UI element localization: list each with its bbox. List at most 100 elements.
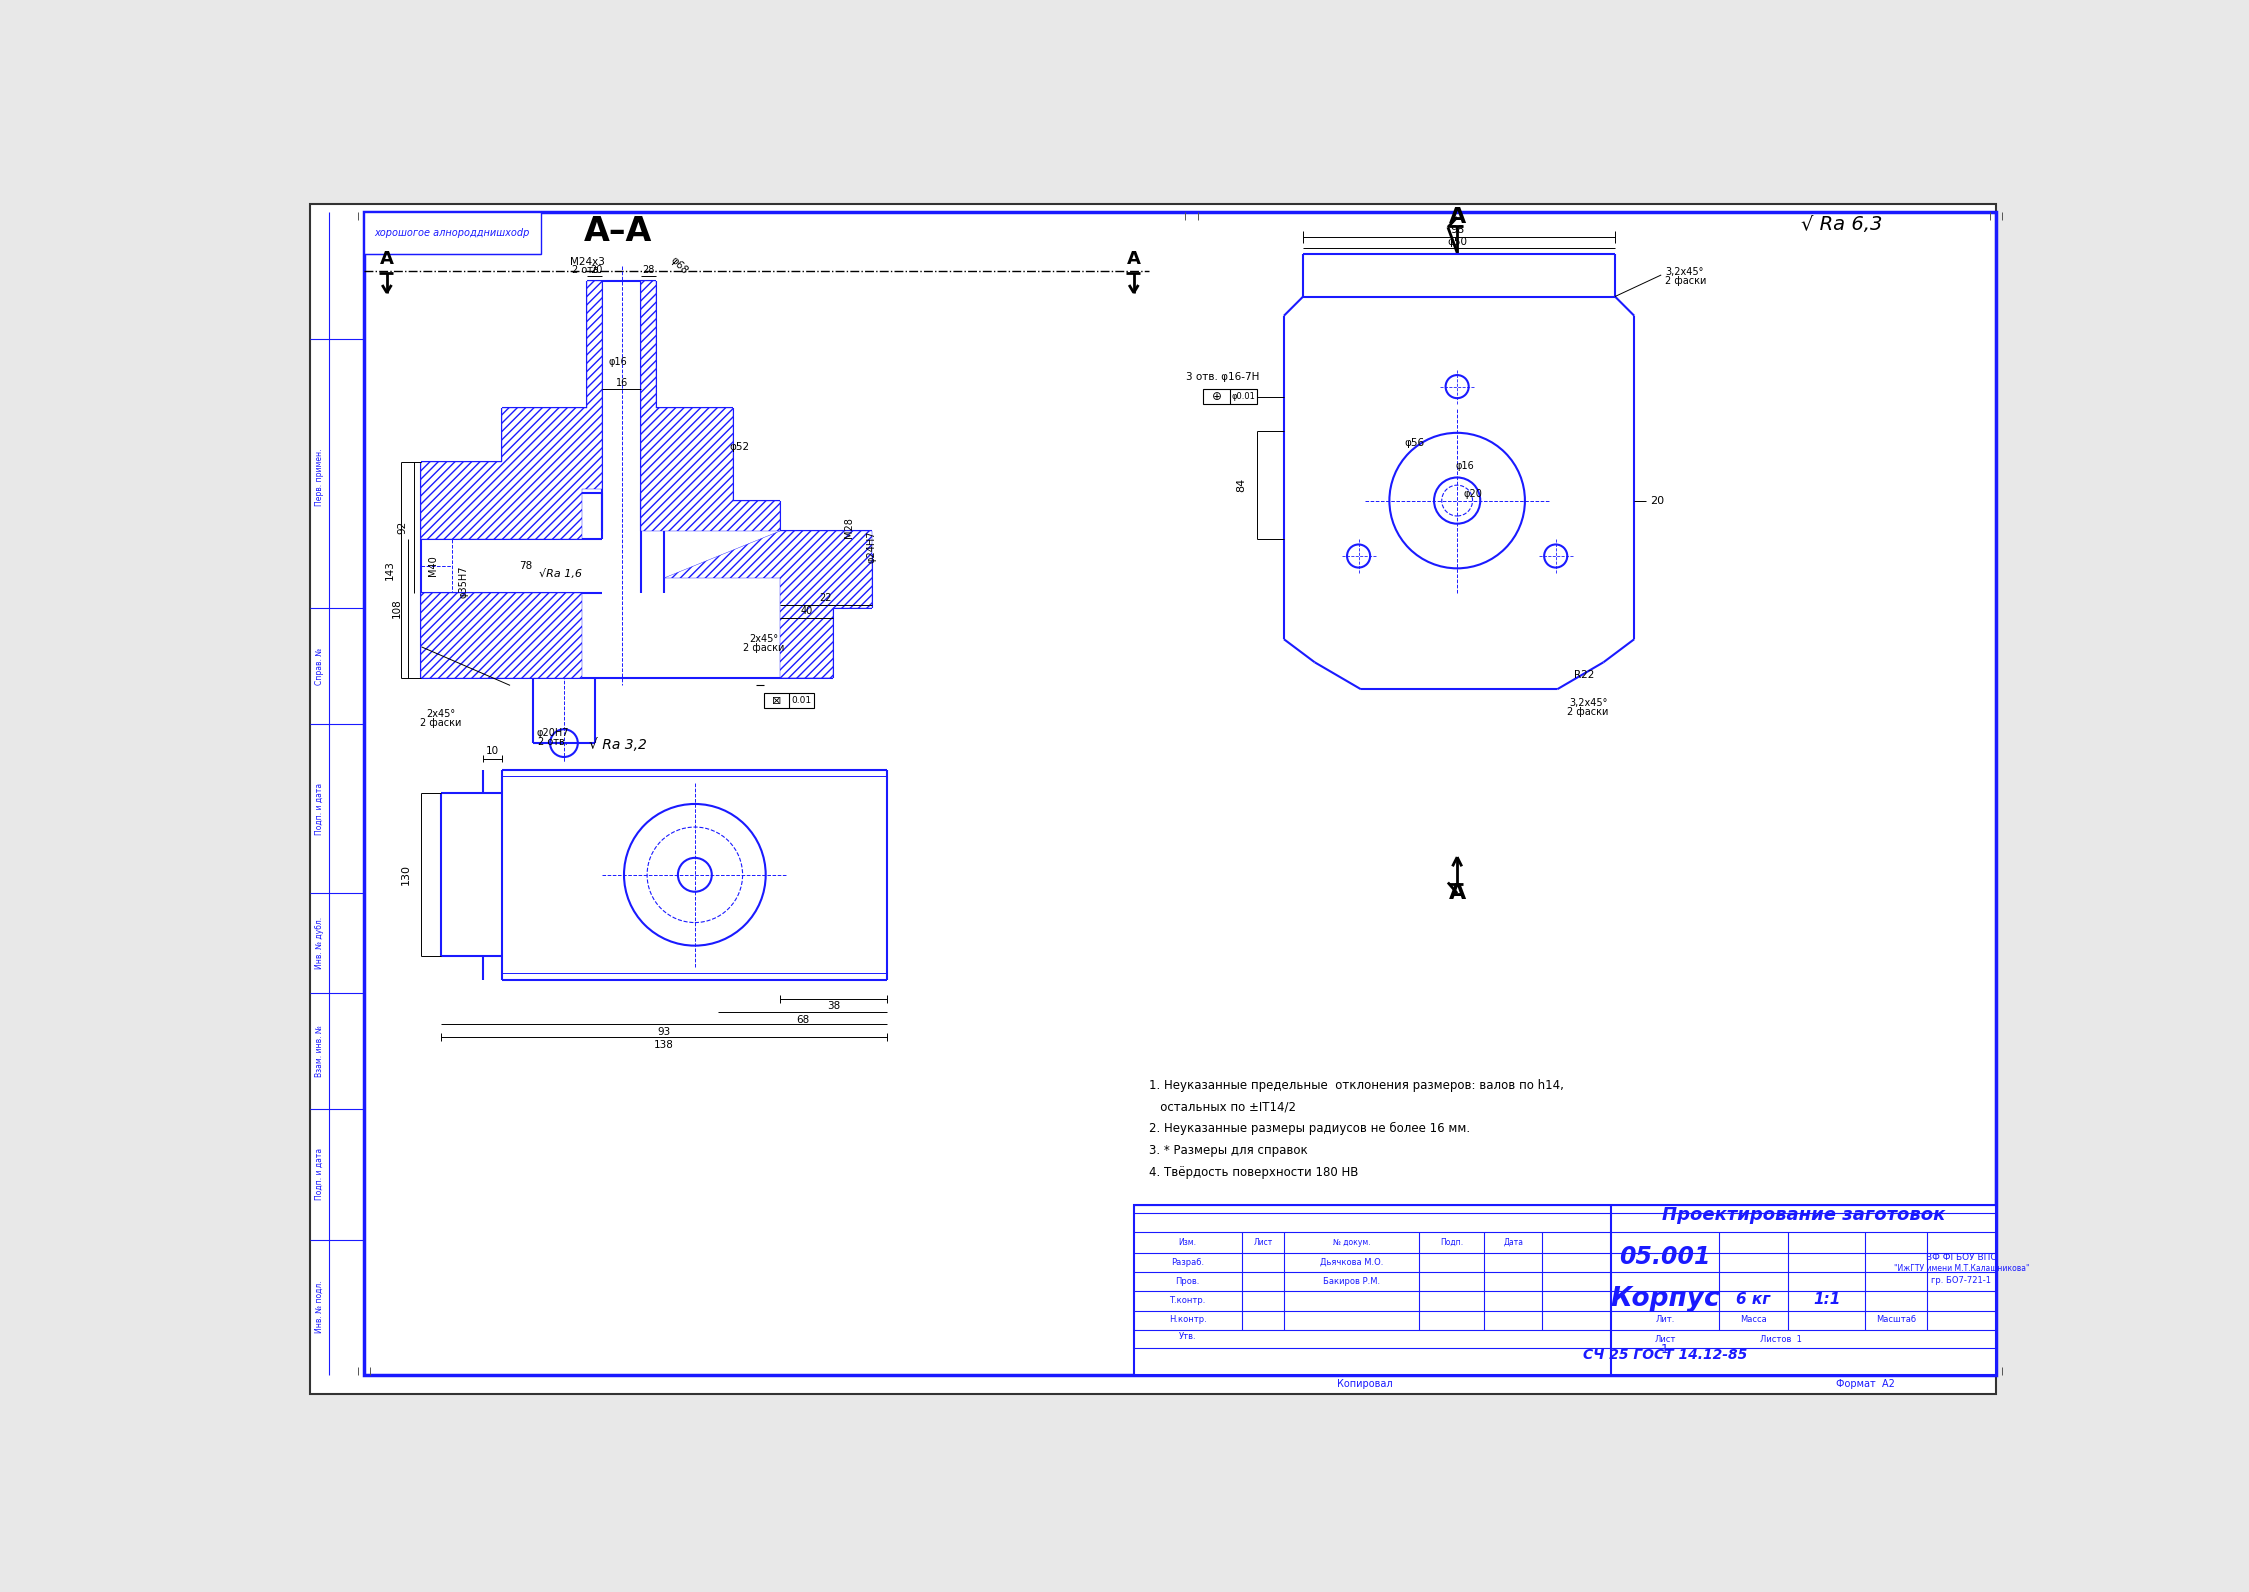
Text: Проектирование заготовок: Проектирование заготовок: [1662, 1207, 1945, 1224]
Text: φ35Н7: φ35Н7: [459, 565, 468, 597]
Text: Копировал: Копировал: [1336, 1379, 1392, 1388]
Text: ⊕: ⊕: [1212, 390, 1221, 403]
Text: 108: 108: [391, 599, 403, 618]
Text: М40: М40: [427, 556, 439, 576]
Text: Справ. №: Справ. №: [315, 648, 324, 685]
Text: Пров.: Пров.: [1176, 1277, 1199, 1286]
Text: А: А: [1127, 250, 1140, 267]
Text: φ0.01: φ0.01: [1232, 392, 1255, 401]
Text: Взам. инв. №: Взам. инв. №: [315, 1025, 324, 1078]
Bar: [364, 212, 540, 255]
Polygon shape: [421, 282, 603, 540]
Text: 2 фаски: 2 фаски: [1568, 707, 1608, 718]
Text: СЧ 25 ГОСТ 14.12-85: СЧ 25 ГОСТ 14.12-85: [1583, 1348, 1747, 1363]
Text: φ20: φ20: [1464, 489, 1482, 500]
Text: 93: 93: [657, 1027, 670, 1036]
Text: φ24Н7: φ24Н7: [866, 530, 877, 564]
Text: 3 отв. φ16-7Н: 3 отв. φ16-7Н: [1185, 373, 1259, 382]
Text: √ Ra 6,3: √ Ra 6,3: [1801, 215, 1882, 234]
Text: Подп. и дата: Подп. и дата: [315, 1148, 324, 1200]
Text: 78: 78: [520, 560, 533, 572]
Text: 6 кг: 6 кг: [1736, 1291, 1770, 1307]
Text: R22: R22: [1574, 670, 1595, 680]
Text: 2 отв.: 2 отв.: [571, 264, 603, 274]
Bar: [765, 693, 814, 708]
Bar: [1203, 388, 1257, 404]
Text: "ИжГТУ имени М.Т.Калашникова": "ИжГТУ имени М.Т.Калашникова": [1894, 1264, 2029, 1272]
Polygon shape: [663, 532, 873, 678]
Text: 20: 20: [589, 264, 603, 274]
Text: φ50: φ50: [1446, 237, 1466, 247]
Text: Лит.: Лит.: [1655, 1315, 1676, 1323]
Text: 2х45°: 2х45°: [425, 708, 454, 720]
Text: гр. БО7-721-1: гр. БО7-721-1: [1932, 1277, 1993, 1285]
Text: Изм.: Изм.: [1178, 1237, 1196, 1247]
Text: 130: 130: [400, 864, 412, 885]
Polygon shape: [421, 592, 582, 678]
Text: ⊠: ⊠: [771, 696, 780, 705]
Text: 138: 138: [654, 1040, 675, 1051]
Text: Инв. № дубл.: Инв. № дубл.: [315, 917, 324, 970]
Text: Дьячкова М.О.: Дьячкова М.О.: [1320, 1258, 1383, 1267]
Text: Инв. № подл.: Инв. № подл.: [315, 1280, 324, 1333]
Text: хорошогое алнородднишхоdр: хорошогое алнородднишхоdр: [376, 228, 531, 239]
Text: √ Ra 3,2: √ Ra 3,2: [589, 739, 648, 753]
Text: ВФ ФГБОУ ВПО: ВФ ФГБОУ ВПО: [1925, 1253, 1997, 1262]
Bar: [1133, 1205, 1997, 1374]
Text: 2 фаски: 2 фаски: [1664, 275, 1707, 287]
Text: А: А: [1448, 884, 1466, 903]
Text: Утв.: Утв.: [1178, 1333, 1196, 1342]
Text: Формат  A2: Формат A2: [1835, 1379, 1894, 1388]
Text: 1:1: 1:1: [1813, 1291, 1840, 1307]
Text: φ16: φ16: [609, 357, 627, 368]
Text: Бакиров Р.М.: Бакиров Р.М.: [1322, 1277, 1381, 1286]
Text: 10: 10: [486, 745, 499, 756]
Text: Т.контр.: Т.контр.: [1169, 1296, 1205, 1305]
Text: 1. Неуказанные предельные  отклонения размеров: валов по h14,: 1. Неуказанные предельные отклонения раз…: [1149, 1079, 1563, 1092]
Text: 16: 16: [616, 377, 627, 388]
Text: А: А: [380, 250, 394, 267]
Text: 92: 92: [398, 521, 407, 535]
Text: Подп.: Подп.: [1439, 1237, 1464, 1247]
Text: Дата: Дата: [1502, 1237, 1523, 1247]
Polygon shape: [641, 282, 780, 532]
Text: А–А: А–А: [585, 215, 652, 248]
Text: А: А: [1448, 207, 1466, 228]
Text: 28: 28: [643, 264, 654, 274]
Text: Масштаб: Масштаб: [1876, 1315, 1916, 1323]
Text: М28: М28: [843, 517, 855, 538]
Text: 3,2х45°: 3,2х45°: [1570, 697, 1608, 708]
Text: 1: 1: [1662, 1342, 1669, 1356]
Text: 0.01: 0.01: [792, 696, 812, 705]
Text: 2. Неуказанные размеры радиусов не более 16 мм.: 2. Неуказанные размеры радиусов не более…: [1149, 1122, 1471, 1135]
Text: Подп. и дата: Подп. и дата: [315, 783, 324, 834]
Text: Перв. примен.: Перв. примен.: [315, 449, 324, 506]
Text: 2 фаски: 2 фаски: [421, 718, 461, 728]
Text: 84: 84: [1237, 478, 1246, 492]
Text: М24х3: М24х3: [569, 256, 605, 267]
Text: 20: 20: [1651, 495, 1664, 506]
Text: φ56: φ56: [1406, 438, 1426, 447]
Text: Масса: Масса: [1741, 1315, 1768, 1323]
Text: 68: 68: [796, 1014, 810, 1025]
Text: 4. Твёрдость поверхности 180 НВ: 4. Твёрдость поверхности 180 НВ: [1149, 1165, 1358, 1178]
Text: 22: 22: [819, 594, 832, 603]
Text: 40: 40: [801, 607, 812, 616]
Text: Н.контр.: Н.контр.: [1169, 1315, 1205, 1325]
Text: φ68: φ68: [668, 255, 690, 277]
Text: 38: 38: [828, 1001, 841, 1011]
Text: 3. * Размеры для справок: 3. * Размеры для справок: [1149, 1145, 1309, 1157]
Text: остальных по ±IT14/2: остальных по ±IT14/2: [1149, 1100, 1295, 1114]
Text: 3,2х45°: 3,2х45°: [1664, 267, 1702, 277]
Text: Лист: Лист: [1253, 1237, 1273, 1247]
Text: Листов  1: Листов 1: [1759, 1334, 1801, 1344]
Text: φ20Н7: φ20Н7: [535, 728, 569, 739]
Text: Корпус: Корпус: [1610, 1286, 1720, 1312]
Text: φ52: φ52: [729, 441, 749, 452]
Text: 2 фаски: 2 фаски: [744, 643, 785, 653]
Text: № докум.: № докум.: [1334, 1237, 1370, 1247]
Text: √Ra 1,6: √Ra 1,6: [538, 568, 582, 579]
Text: 143: 143: [385, 560, 394, 579]
Text: 98: 98: [1451, 224, 1464, 234]
Text: 2 отв.: 2 отв.: [538, 737, 567, 747]
